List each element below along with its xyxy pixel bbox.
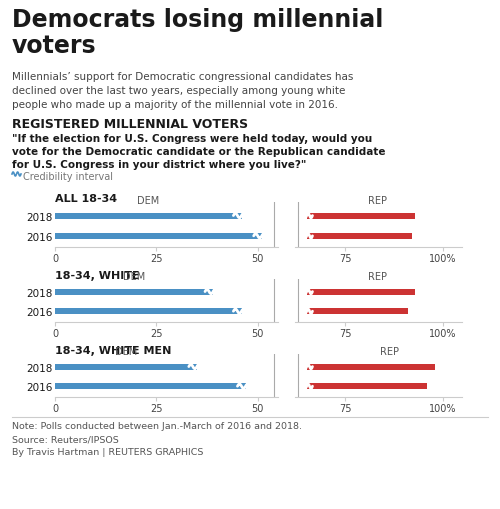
Text: Note: Polls conducted between Jan.-March of 2016 and 2018.
Source: Reuters/IPSOS: Note: Polls conducted between Jan.-March… [12, 421, 302, 457]
Bar [55, 383, 246, 389]
Bar [306, 364, 435, 370]
Text: REP: REP [368, 195, 387, 206]
Text: REP: REP [380, 347, 400, 357]
Bar [306, 233, 412, 239]
Text: REGISTERED MILLENNIAL VOTERS: REGISTERED MILLENNIAL VOTERS [12, 118, 248, 131]
Text: REP: REP [368, 272, 387, 282]
Bar [306, 383, 427, 389]
Text: DEM: DEM [115, 347, 137, 357]
Text: Millennials’ support for Democratic congressional candidates has
declined over t: Millennials’ support for Democratic cong… [12, 72, 353, 110]
Bar [55, 308, 242, 315]
Text: ALL 18-34: ALL 18-34 [55, 194, 117, 204]
Text: DEM: DEM [123, 272, 145, 282]
Bar [55, 289, 213, 295]
Bar [306, 213, 416, 219]
Text: 18-34, WHITE: 18-34, WHITE [55, 270, 140, 280]
Text: "If the election for U.S. Congress were held today, would you
vote for the Democ: "If the election for U.S. Congress were … [12, 134, 386, 170]
Bar [55, 213, 242, 219]
Text: 18-34, WHITE MEN: 18-34, WHITE MEN [55, 345, 172, 355]
Bar [306, 289, 416, 295]
Text: DEM: DEM [137, 195, 160, 206]
Bar [55, 233, 262, 239]
Bar [306, 308, 408, 315]
Text: Credibility interval: Credibility interval [23, 172, 113, 182]
Bar [55, 364, 197, 370]
Text: Democrats losing millennial
voters: Democrats losing millennial voters [12, 8, 384, 58]
